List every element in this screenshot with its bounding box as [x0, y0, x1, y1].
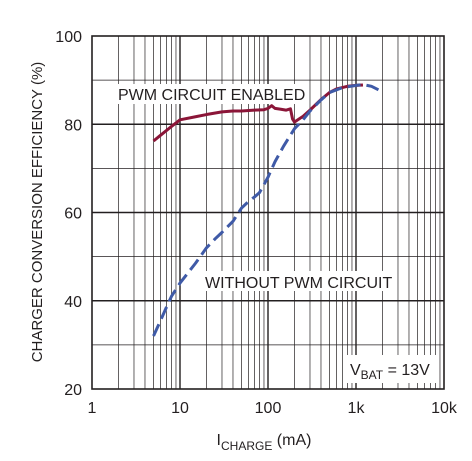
tick-labels: 1 10 100 1k 10k 20 40 60 80 100 [55, 29, 458, 417]
x-tick-label: 1 [88, 400, 97, 417]
series-label-without-pwm-text: WITHOUT PWM CIRCUIT [205, 275, 392, 292]
x-axis-label-unit: (mA) [272, 432, 311, 449]
annotation-background [344, 355, 438, 383]
vbat-main: V [350, 362, 361, 379]
x-tick-label: 10 [171, 400, 189, 417]
x-axis-label-main: I [217, 432, 221, 449]
y-axis-label: CHARGER CONVERSION EFFICIENCY (%) [29, 62, 46, 363]
series-label-pwm-enabled: PWM CIRCUIT ENABLED [112, 84, 308, 104]
y-tick-label: 20 [64, 382, 82, 399]
x-tick-label: 100 [255, 400, 282, 417]
x-axis-label-sub: CHARGE [221, 439, 272, 453]
series-group [152, 83, 380, 337]
series-label-pwm-enabled-text: PWM CIRCUIT ENABLED [118, 87, 305, 104]
series-label-without-pwm: WITHOUT PWM CIRCUIT [200, 271, 396, 292]
vbat-rest: = 13V [383, 362, 430, 379]
y-tick-label: 40 [64, 294, 82, 311]
x-tick-label: 1k [348, 400, 366, 417]
series-line-without-pwm [152, 83, 380, 337]
series-line-pwm-enabled [152, 83, 364, 143]
plot-frame [91, 35, 445, 390]
vbat-annotation: VBAT = 13V [350, 362, 430, 382]
y-tick-label: 60 [64, 206, 82, 223]
y-tick-label: 80 [64, 117, 82, 134]
x-tick-label: 10k [431, 400, 458, 417]
x-axis-label: ICHARGE (mA) [217, 432, 312, 453]
y-tick-label: 100 [55, 29, 82, 46]
vbat-sub: BAT [361, 368, 384, 382]
